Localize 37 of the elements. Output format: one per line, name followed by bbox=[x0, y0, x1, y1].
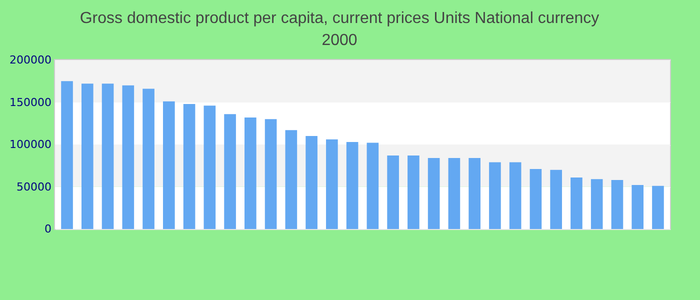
bar bbox=[550, 170, 562, 229]
bar bbox=[366, 142, 379, 229]
bar bbox=[81, 84, 94, 229]
y-tick-label: 150000 bbox=[10, 96, 52, 109]
bar bbox=[264, 119, 277, 229]
bar bbox=[652, 186, 664, 229]
bar bbox=[204, 106, 216, 229]
bar bbox=[632, 185, 644, 229]
bar bbox=[387, 155, 399, 229]
bar bbox=[468, 158, 480, 229]
bar bbox=[408, 155, 420, 229]
bar bbox=[428, 158, 440, 229]
bar bbox=[183, 104, 196, 229]
y-tick-label: 200000 bbox=[10, 54, 52, 66]
chart-subtitle: 2000 bbox=[322, 32, 358, 49]
bar bbox=[122, 85, 134, 229]
bar bbox=[489, 162, 501, 229]
bar bbox=[570, 177, 582, 229]
bar bbox=[306, 136, 318, 229]
bar bbox=[285, 130, 298, 229]
chart-title: Gross domestic product per capita, current prices Units National currency bbox=[80, 10, 600, 27]
bar bbox=[530, 169, 542, 229]
y-tick-label: 50000 bbox=[16, 180, 52, 194]
bar bbox=[224, 114, 236, 229]
bar bbox=[326, 139, 338, 229]
bar bbox=[611, 180, 624, 229]
y-tick-label: 100000 bbox=[10, 138, 52, 151]
bar bbox=[509, 162, 522, 229]
bar bbox=[163, 101, 175, 229]
bar bbox=[142, 88, 154, 229]
bar bbox=[346, 142, 358, 229]
bar bbox=[61, 81, 73, 229]
bar bbox=[448, 158, 460, 229]
bar bbox=[102, 84, 114, 229]
bar bbox=[590, 179, 603, 229]
bar bbox=[244, 117, 256, 229]
y-tick-label: 0 bbox=[44, 222, 52, 236]
